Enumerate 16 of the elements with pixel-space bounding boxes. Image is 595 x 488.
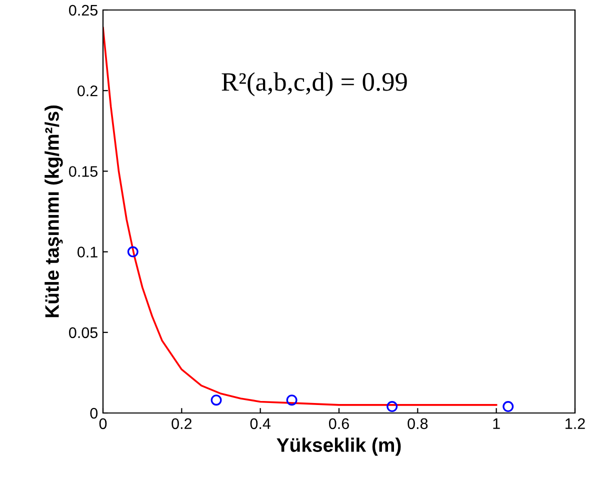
y-tick-label: 0.1 <box>78 246 98 258</box>
x-tick-label: 0.8 <box>408 418 428 430</box>
y-tick-label: 0.05 <box>69 327 98 338</box>
x-tick-label: 0.4 <box>250 418 271 430</box>
x-tick-label: 1 <box>493 418 500 429</box>
y-tick-label: 0 <box>90 408 98 419</box>
y-tick-label: 0.25 <box>69 4 98 16</box>
y-tick-label: 0.15 <box>69 166 98 177</box>
x-axis-title: Yükseklik (m) <box>276 438 401 456</box>
x-tick-label: 0.2 <box>172 418 192 430</box>
y-axis-title: Kütle taşınımı (kg/m²/s) <box>44 106 63 318</box>
annotation: R²(a,b,c,d) = 0.99 <box>222 72 407 96</box>
x-tick-label: 0.6 <box>328 418 349 430</box>
x-tick-label: 0 <box>99 418 107 430</box>
y-tick-label: 0.2 <box>78 85 98 96</box>
x-tick-label: 1.2 <box>566 418 585 429</box>
